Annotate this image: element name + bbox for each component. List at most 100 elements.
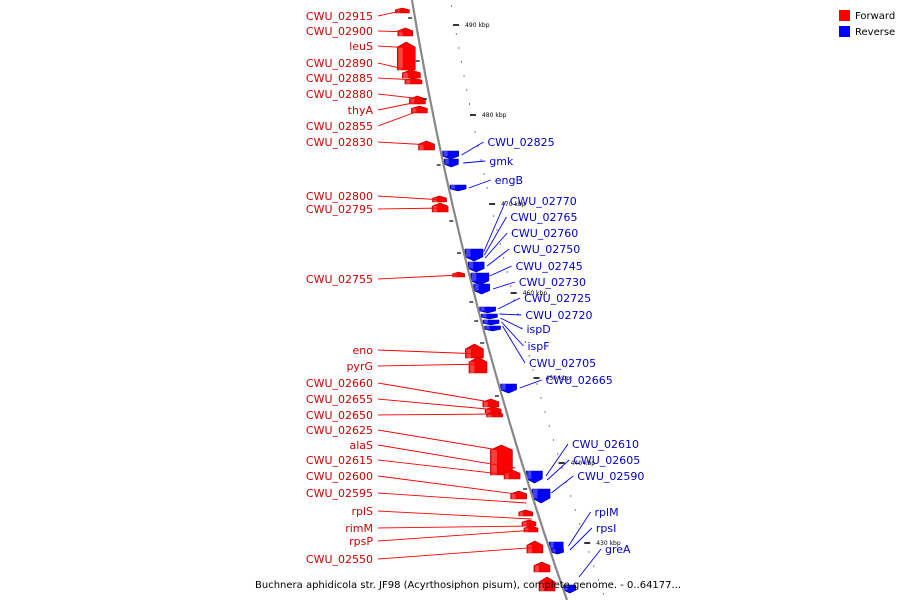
forward-label-24: rpsP [349, 529, 536, 548]
CWU_02755-gene [452, 271, 465, 278]
reverse-gene-label: CWU_02825 [488, 136, 555, 149]
pyrG-gene [468, 356, 488, 374]
tick-label: 470 kbp [501, 201, 526, 208]
reverse-label-18: rplM [568, 506, 619, 547]
reverse-label-10: CWU_02720 [499, 309, 593, 322]
forward-label-3: CWU_02890 [306, 57, 417, 73]
CWU_02725-gene [479, 306, 496, 314]
forward-label-0: CWU_02915 [306, 9, 406, 23]
reverse-gene-label: gmk [489, 155, 514, 168]
reverse-gene-label: engB [495, 174, 523, 187]
reverse-label-5: CWU_02760 [484, 227, 578, 259]
forward-gene-label: CWU_02625 [306, 424, 373, 437]
rplS-gene [518, 509, 534, 517]
forward-gene-label: CWU_02880 [306, 88, 373, 101]
reverse-gene-label: rpsI [596, 522, 616, 535]
forward-gene-label: CWU_02615 [306, 454, 373, 467]
forward-gene-label: rpsP [349, 535, 373, 548]
forward-label-20: CWU_02600 [306, 470, 524, 496]
legend-forward-label: Forward [855, 11, 895, 22]
reverse-gene-label: CWU_02770 [510, 195, 577, 208]
forward-gene-label: CWU_02800 [306, 190, 373, 203]
forward-gene-label: CWU_02755 [306, 273, 373, 286]
CWU_02855-gene [411, 105, 428, 114]
reverse-label-12: ispF [501, 321, 550, 353]
reverse-gene-label: CWU_02745 [516, 260, 583, 273]
forward-gene-label: CWU_02900 [306, 25, 373, 38]
reverse-label-8: CWU_02730 [492, 276, 586, 290]
legend-reverse-label: Reverse [855, 27, 895, 38]
reverse-gene-label: CWU_02750 [513, 243, 580, 256]
reverse-label-15: CWU_02610 [545, 438, 639, 477]
forward-gene-label: CWU_02890 [306, 57, 373, 70]
forward-label-7: CWU_02855 [306, 108, 425, 133]
forward-label-1: CWU_02900 [306, 25, 410, 38]
reverse-gene-label: ispD [526, 323, 550, 336]
CWU_02550b-gene [533, 561, 551, 573]
legend: Forward Reverse [839, 10, 895, 38]
forward-gene-label: CWU_02795 [306, 203, 373, 216]
tick-label: 450 kbp [546, 375, 571, 382]
gmk-gene [444, 158, 459, 168]
gene-labels: CWU_02915 CWU_02900 leuS CWU_02890 CWU_02885… [306, 9, 644, 578]
reverse-label-19: rpsI [569, 522, 616, 551]
forward-gene-label: rimM [345, 522, 373, 535]
rpsP-gene [523, 525, 539, 533]
forward-gene-label: CWU_02600 [306, 470, 373, 483]
reverse-label-0: CWU_02825 [461, 136, 555, 156]
forward-label-13: pyrG [346, 360, 485, 373]
reverse-gene-label: CWU_02705 [529, 357, 596, 370]
forward-gene-label: CWU_02885 [306, 72, 373, 85]
tick-label: 480 kbp [482, 112, 507, 119]
forward-gene-label: CWU_02595 [306, 487, 373, 500]
reverse-label-9: CWU_02725 [497, 292, 591, 310]
forward-gene-label: CWU_02550 [306, 553, 373, 566]
reverse-label-3: CWU_02770 [483, 195, 577, 253]
forward-label-6: thyA [348, 100, 423, 117]
reverse-gene-label: CWU_02605 [573, 454, 640, 467]
forward-label-11: CWU_02755 [306, 273, 462, 286]
reverse-label-4: CWU_02765 [484, 211, 578, 256]
reverse-label-17: CWU_02590 [551, 470, 644, 494]
forward-label-4: CWU_02885 [306, 72, 419, 85]
forward-label-9: CWU_02800 [306, 190, 444, 203]
forward-label-15: CWU_02655 [306, 393, 499, 411]
CWU_02745-gene [470, 272, 490, 286]
reverse-label-1: gmk [463, 155, 514, 168]
forward-label-19: CWU_02615 [306, 454, 519, 477]
forward-label-14: CWU_02660 [306, 377, 497, 404]
forward-label-22: rplS [351, 505, 532, 520]
legend-reverse-swatch [839, 26, 850, 37]
forward-gene-label: thyA [348, 104, 374, 117]
reverse-label-16: CWU_02605 [546, 454, 640, 481]
forward-label-16: CWU_02650 [306, 409, 500, 422]
CWU_02600-gene [510, 490, 527, 500]
reverse-label-20: greA [578, 543, 631, 578]
forward-label-18: alaS [349, 439, 516, 469]
forward-gene-label: CWU_02855 [306, 120, 373, 133]
forward-gene-label: CWU_02655 [306, 393, 373, 406]
ispF-gene [484, 325, 501, 332]
CWU_02730-gene [473, 283, 490, 295]
CWU_02660-gene [482, 398, 500, 408]
reverse-gene-label: greA [605, 543, 631, 556]
CWU_02830-gene [418, 140, 435, 151]
ispD-gene [482, 319, 500, 326]
reverse-gene-label: CWU_02720 [525, 309, 592, 322]
CWU_02545-gene [538, 576, 556, 592]
reverse-gene-label: CWU_02760 [511, 227, 578, 240]
reverse-label-6: CWU_02750 [486, 243, 580, 267]
reverse-label-2: engB [468, 174, 523, 189]
forward-label-25: CWU_02550 [306, 546, 541, 566]
reverse-gene-label: CWU_02610 [572, 438, 639, 451]
reverse-label-14: CWU_02665 [519, 374, 613, 389]
rimM-gene [521, 519, 537, 527]
reverse-gene-label: CWU_02725 [524, 292, 591, 305]
forward-gene-label: pyrG [346, 360, 373, 373]
CWU_02800-gene [432, 195, 447, 203]
forward-gene-label: CWU_02650 [306, 409, 373, 422]
reverse-label-11: ispD [500, 317, 551, 336]
reverse-gene-label: rplM [595, 506, 619, 519]
forward-label-23: rimM [345, 522, 534, 535]
